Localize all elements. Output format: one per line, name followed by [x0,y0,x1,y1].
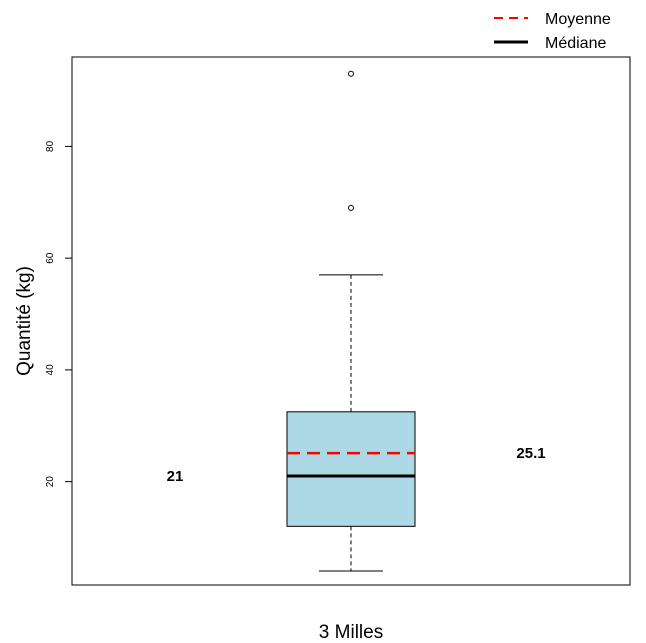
interquartile-box [286,411,416,527]
y-tick-label: 20 [45,476,56,488]
y-axis-title: Quantité (kg) [14,266,35,376]
y-tick-label: 60 [45,252,56,264]
mean-value-label: 25.1 [516,445,545,462]
y-tick-label: 40 [45,364,56,376]
y-axis: 20 40 60 80 [45,140,73,488]
x-axis-title: 3 Milles [319,622,383,643]
legend-median-label: Médiane [545,35,606,52]
y-tick-label: 80 [45,140,56,152]
legend: Moyenne Médiane [494,11,611,52]
legend-mean-label: Moyenne [545,11,611,28]
outlier-point [348,204,354,211]
median-value-label: 21 [167,468,184,485]
box-plot [286,70,416,572]
outlier-point [348,70,354,77]
